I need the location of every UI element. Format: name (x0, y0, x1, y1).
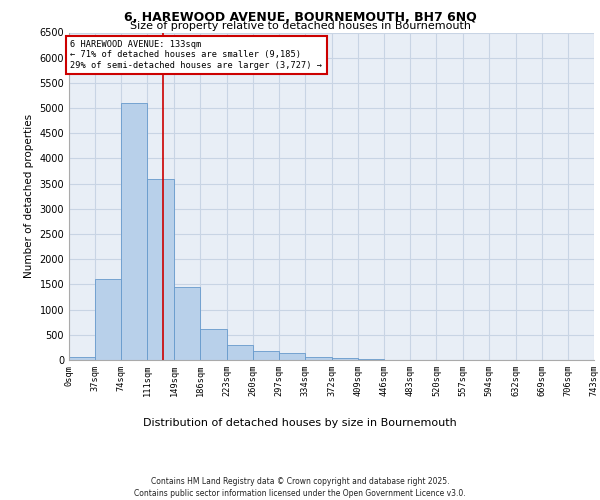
Bar (279, 353, 305, 360)
Bar (95, 280, 121, 360)
Bar (200, 329, 227, 360)
Bar (253, 352, 279, 360)
Bar (227, 346, 253, 360)
Text: 6, HAREWOOD AVENUE, BOURNEMOUTH, BH7 6NQ: 6, HAREWOOD AVENUE, BOURNEMOUTH, BH7 6NQ (124, 11, 476, 24)
Bar (332, 358, 358, 360)
Text: Contains HM Land Registry data © Crown copyright and database right 2025.
Contai: Contains HM Land Registry data © Crown c… (134, 476, 466, 498)
Bar (121, 103, 148, 360)
Text: Size of property relative to detached houses in Bournemouth: Size of property relative to detached ho… (130, 21, 470, 31)
Y-axis label: Number of detached properties: Number of detached properties (24, 114, 34, 278)
Bar (148, 178, 174, 360)
Bar (305, 357, 332, 360)
Text: Distribution of detached houses by size in Bournemouth: Distribution of detached houses by size … (143, 418, 457, 428)
Text: 6 HAREWOOD AVENUE: 133sqm
← 71% of detached houses are smaller (9,185)
29% of se: 6 HAREWOOD AVENUE: 133sqm ← 71% of detac… (70, 40, 322, 70)
Bar (174, 287, 200, 360)
Bar (69, 357, 95, 360)
